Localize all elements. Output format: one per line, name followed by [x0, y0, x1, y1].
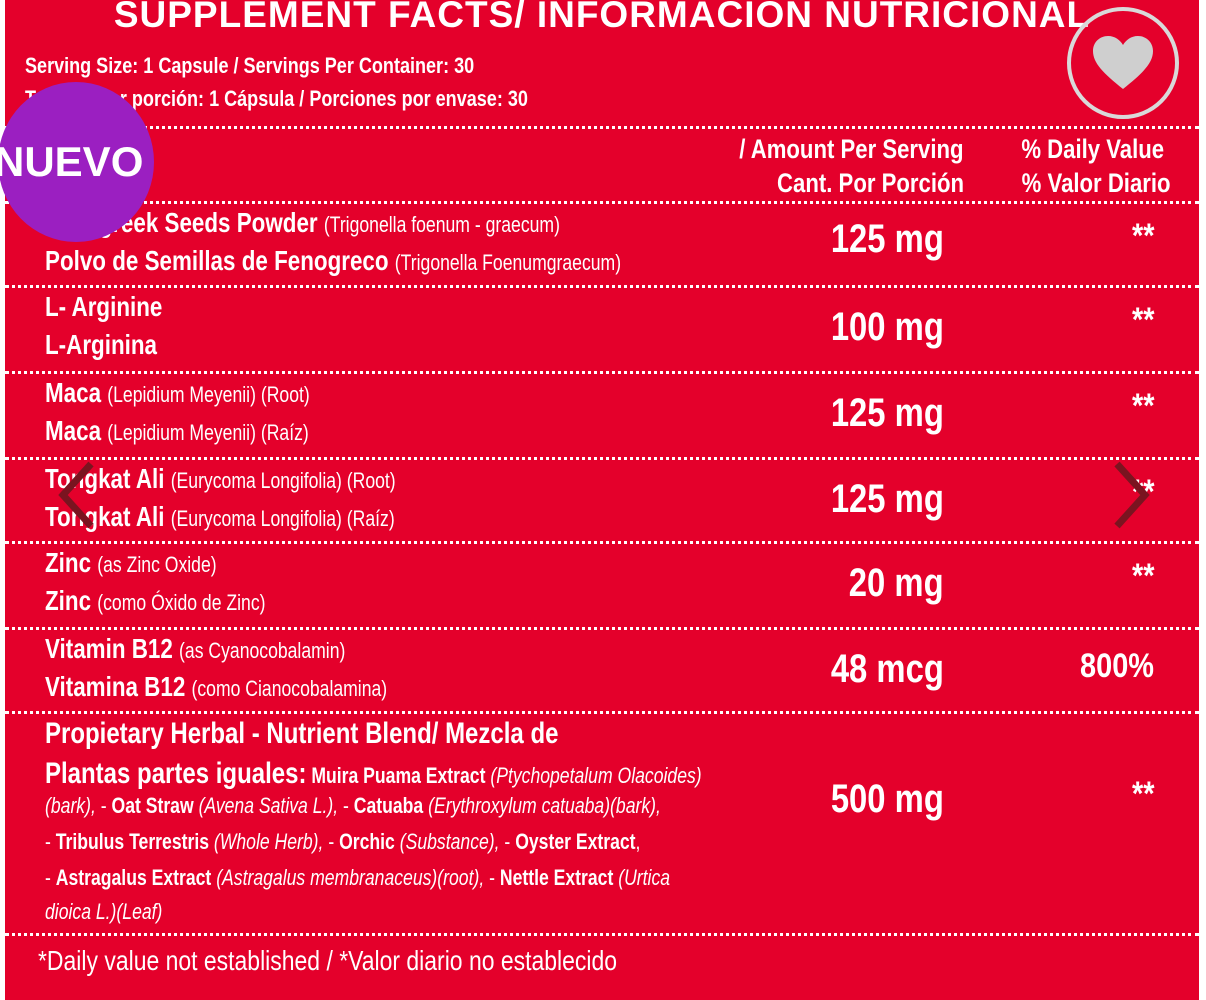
header-dv-en: % Daily Value: [1021, 134, 1164, 164]
blend-line: Plantas partes iguales: Muira Puama Extr…: [45, 757, 702, 790]
nutrient-row: Zinc (as Zinc Oxide) Zinc (como Óxido de…: [5, 543, 1199, 627]
blend-line: - Astragalus Extract (Astragalus membran…: [45, 865, 671, 890]
panel-title: SUPPLEMENT FACTS/ INFORMACIÓN NUTRICIONA…: [113, 0, 1091, 35]
supplement-facts-panel: SUPPLEMENT FACTS/ INFORMACIÓN NUTRICIONA…: [5, 0, 1199, 1000]
nutrient-name-es: Vitamina B12 (como Cianocobalamina): [45, 671, 388, 702]
nutrient-dv: **: [1131, 301, 1154, 339]
divider: [5, 285, 1199, 288]
blend-line: - Tribulus Terrestris (Whole Herb), - Or…: [45, 829, 641, 854]
divider: [5, 933, 1199, 936]
blend-title: Propietary Herbal - Nutrient Blend/ Mezc…: [45, 717, 559, 750]
nutrient-name-es: L-Arginina: [45, 329, 157, 360]
nutrient-dv: **: [1131, 557, 1154, 595]
nutrient-name-es: Maca (Lepidium Meyenii) (Raíz): [45, 415, 309, 446]
new-badge: NUEVO: [0, 82, 154, 242]
divider: [5, 541, 1199, 544]
heart-icon: [1093, 36, 1153, 89]
carousel-next-button[interactable]: [1101, 455, 1161, 535]
nutrient-amount: 48 mcg: [830, 647, 944, 691]
blend-row: Propietary Herbal - Nutrient Blend/ Mezc…: [5, 713, 1199, 931]
nutrient-row: Fenugreek Seeds Powder (Trigonella foenu…: [5, 203, 1199, 285]
nutrient-row: Tongkat Ali (Eurycoma Longifolia) (Root)…: [5, 459, 1199, 541]
nutrient-row: L- Arginine L-Arginina 100 mg **: [5, 287, 1199, 371]
blend-line: dioica L.)(Leaf): [45, 899, 163, 924]
blend-amount: 500 mg: [830, 777, 944, 821]
carousel-prev-button[interactable]: [47, 455, 107, 535]
favorite-button[interactable]: [1067, 7, 1179, 119]
chevron-right-icon: [1114, 461, 1150, 529]
divider: [5, 711, 1199, 714]
nutrient-row: Vitamin B12 (as Cyanocobalamin) Vitamina…: [5, 629, 1199, 711]
nutrient-dv: **: [1131, 387, 1154, 425]
header-amount-en: / Amount Per Serving: [739, 134, 964, 164]
serving-size-en: Serving Size: 1 Capsule / Servings Per C…: [25, 53, 475, 78]
divider: [5, 371, 1199, 374]
nutrient-name-en: Vitamin B12 (as Cyanocobalamin): [45, 633, 346, 664]
blend-dv: **: [1131, 775, 1154, 813]
nutrient-amount: 100 mg: [830, 305, 944, 349]
nutrient-name-en: L- Arginine: [45, 291, 163, 322]
nutrient-amount: 125 mg: [830, 391, 944, 435]
nutrient-name-en: Zinc (as Zinc Oxide): [45, 547, 217, 578]
divider: [5, 126, 1199, 129]
nutrient-dv: 800%: [1080, 647, 1154, 685]
nutrient-dv: **: [1131, 217, 1154, 255]
nutrient-amount: 20 mg: [849, 561, 944, 605]
header-dv-es: % Valor Diario: [1022, 168, 1171, 198]
footnote: *Daily value not established / *Valor di…: [38, 945, 618, 976]
blend-line: (bark), - Oat Straw (Avena Sativa L.), -…: [45, 793, 661, 818]
divider: [5, 201, 1199, 204]
divider: [5, 457, 1199, 460]
nutrient-row: Maca (Lepidium Meyenii) (Root) Maca (Lep…: [5, 373, 1199, 457]
nutrient-amount: 125 mg: [830, 217, 944, 261]
header-amount-es: Cant. Por Porción: [777, 168, 964, 198]
divider: [5, 627, 1199, 630]
nutrient-name-es: Polvo de Semillas de Fenogreco (Trigonel…: [45, 245, 622, 276]
new-badge-label: NUEVO: [0, 138, 144, 185]
nutrient-name-es: Zinc (como Óxido de Zinc): [45, 585, 266, 616]
nutrient-amount: 125 mg: [830, 477, 944, 521]
nutrient-name-en: Maca (Lepidium Meyenii) (Root): [45, 377, 310, 408]
nutrient-name-es: Tongkat Ali (Eurycoma Longifolia) (Raíz): [45, 501, 395, 532]
chevron-left-icon: [58, 461, 94, 529]
